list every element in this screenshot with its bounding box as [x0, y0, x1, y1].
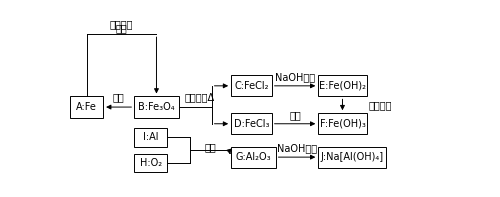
- Text: 电解: 电解: [205, 143, 216, 152]
- FancyBboxPatch shape: [231, 75, 272, 97]
- FancyBboxPatch shape: [318, 147, 386, 168]
- FancyBboxPatch shape: [134, 154, 167, 172]
- Text: E:Fe(OH)₂: E:Fe(OH)₂: [319, 81, 366, 91]
- Text: 氨水: 氨水: [289, 110, 301, 120]
- FancyBboxPatch shape: [134, 97, 179, 118]
- Text: C:FeCl₂: C:FeCl₂: [234, 81, 268, 91]
- FancyBboxPatch shape: [134, 128, 167, 147]
- Text: 稀盐酸、Δ: 稀盐酸、Δ: [184, 93, 214, 102]
- Text: D:FeCl₃: D:FeCl₃: [234, 119, 269, 129]
- Text: NaOH溶液: NaOH溶液: [275, 72, 315, 82]
- Text: H:O₂: H:O₂: [140, 158, 162, 168]
- Text: 点燃: 点燃: [116, 23, 128, 33]
- Text: 高温: 高温: [113, 93, 124, 102]
- FancyBboxPatch shape: [318, 113, 366, 134]
- FancyBboxPatch shape: [318, 75, 366, 97]
- Text: 在氧气中: 在氧气中: [110, 19, 134, 29]
- FancyBboxPatch shape: [231, 147, 276, 168]
- FancyBboxPatch shape: [231, 113, 272, 134]
- FancyBboxPatch shape: [70, 97, 103, 118]
- Text: J:Na[Al(OH)₄]: J:Na[Al(OH)₄]: [320, 152, 384, 162]
- Text: 在空气中: 在空气中: [368, 100, 392, 110]
- Text: I:Al: I:Al: [143, 132, 158, 142]
- Text: A:Fe: A:Fe: [76, 102, 97, 112]
- Text: B:Fe₃O₄: B:Fe₃O₄: [138, 102, 175, 112]
- Text: NaOH溶液: NaOH溶液: [277, 143, 317, 153]
- Text: G:Al₂O₃: G:Al₂O₃: [236, 152, 271, 162]
- Text: F:Fe(OH)₃: F:Fe(OH)₃: [320, 119, 366, 129]
